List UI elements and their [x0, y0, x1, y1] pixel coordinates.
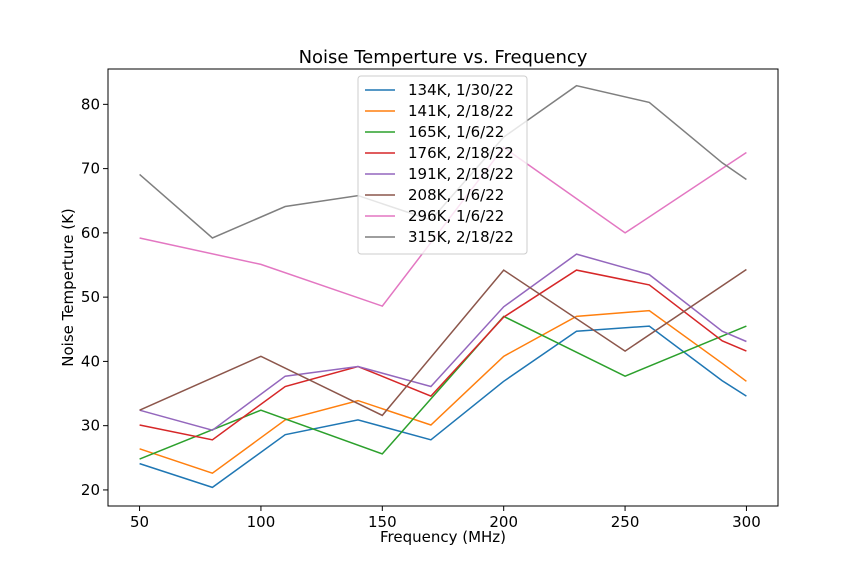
series-line-5	[139, 253, 747, 432]
x-axis-label: Frequency (MHz)	[380, 528, 506, 546]
legend-label-5: 191K, 2/18/22	[408, 165, 514, 183]
series-line-4	[139, 269, 747, 441]
y-axis-label: Noise Temperture (K)	[59, 208, 77, 367]
series-line-2	[139, 309, 747, 475]
y-axis: 20 30 40 50 60 70 80	[81, 95, 108, 499]
legend-box	[357, 75, 528, 255]
chart-title: Noise Temperture vs. Frequency	[299, 47, 588, 68]
y-tick-label: 60	[81, 224, 100, 242]
y-tick-label: 50	[81, 288, 100, 306]
legend-label-3: 165K, 1/6/22	[408, 123, 504, 141]
y-tick-label: 80	[81, 95, 100, 113]
legend-label-6: 208K, 1/6/22	[408, 186, 504, 204]
series-line-1	[139, 325, 747, 489]
x-tick-label: 150	[368, 513, 397, 531]
y-tick-label: 70	[81, 160, 100, 178]
x-axis: 50 100 150 200 250 300	[130, 506, 761, 531]
legend-label-1: 134K, 1/30/22	[408, 81, 514, 99]
x-tick-label: 200	[489, 513, 518, 531]
legend-label-2: 141K, 2/18/22	[408, 102, 514, 120]
legend-label-4: 176K, 2/18/22	[408, 144, 514, 162]
x-tick-label: 250	[611, 513, 640, 531]
legend-label-8: 315K, 2/18/22	[408, 228, 514, 246]
legend: 134K, 1/30/22 141K, 2/18/22 165K, 1/6/22 17…	[357, 75, 528, 255]
y-tick-label: 40	[81, 352, 100, 370]
plot-frame	[107, 68, 779, 507]
x-tick-label: 50	[130, 513, 149, 531]
x-tick-label: 100	[247, 513, 276, 531]
plot-lines	[139, 84, 747, 489]
y-tick-label: 20	[81, 481, 100, 499]
series-line-6	[139, 268, 747, 417]
y-tick-label: 30	[81, 417, 100, 435]
legend-label-7: 296K, 1/6/22	[408, 207, 504, 225]
x-tick-label: 300	[732, 513, 761, 531]
